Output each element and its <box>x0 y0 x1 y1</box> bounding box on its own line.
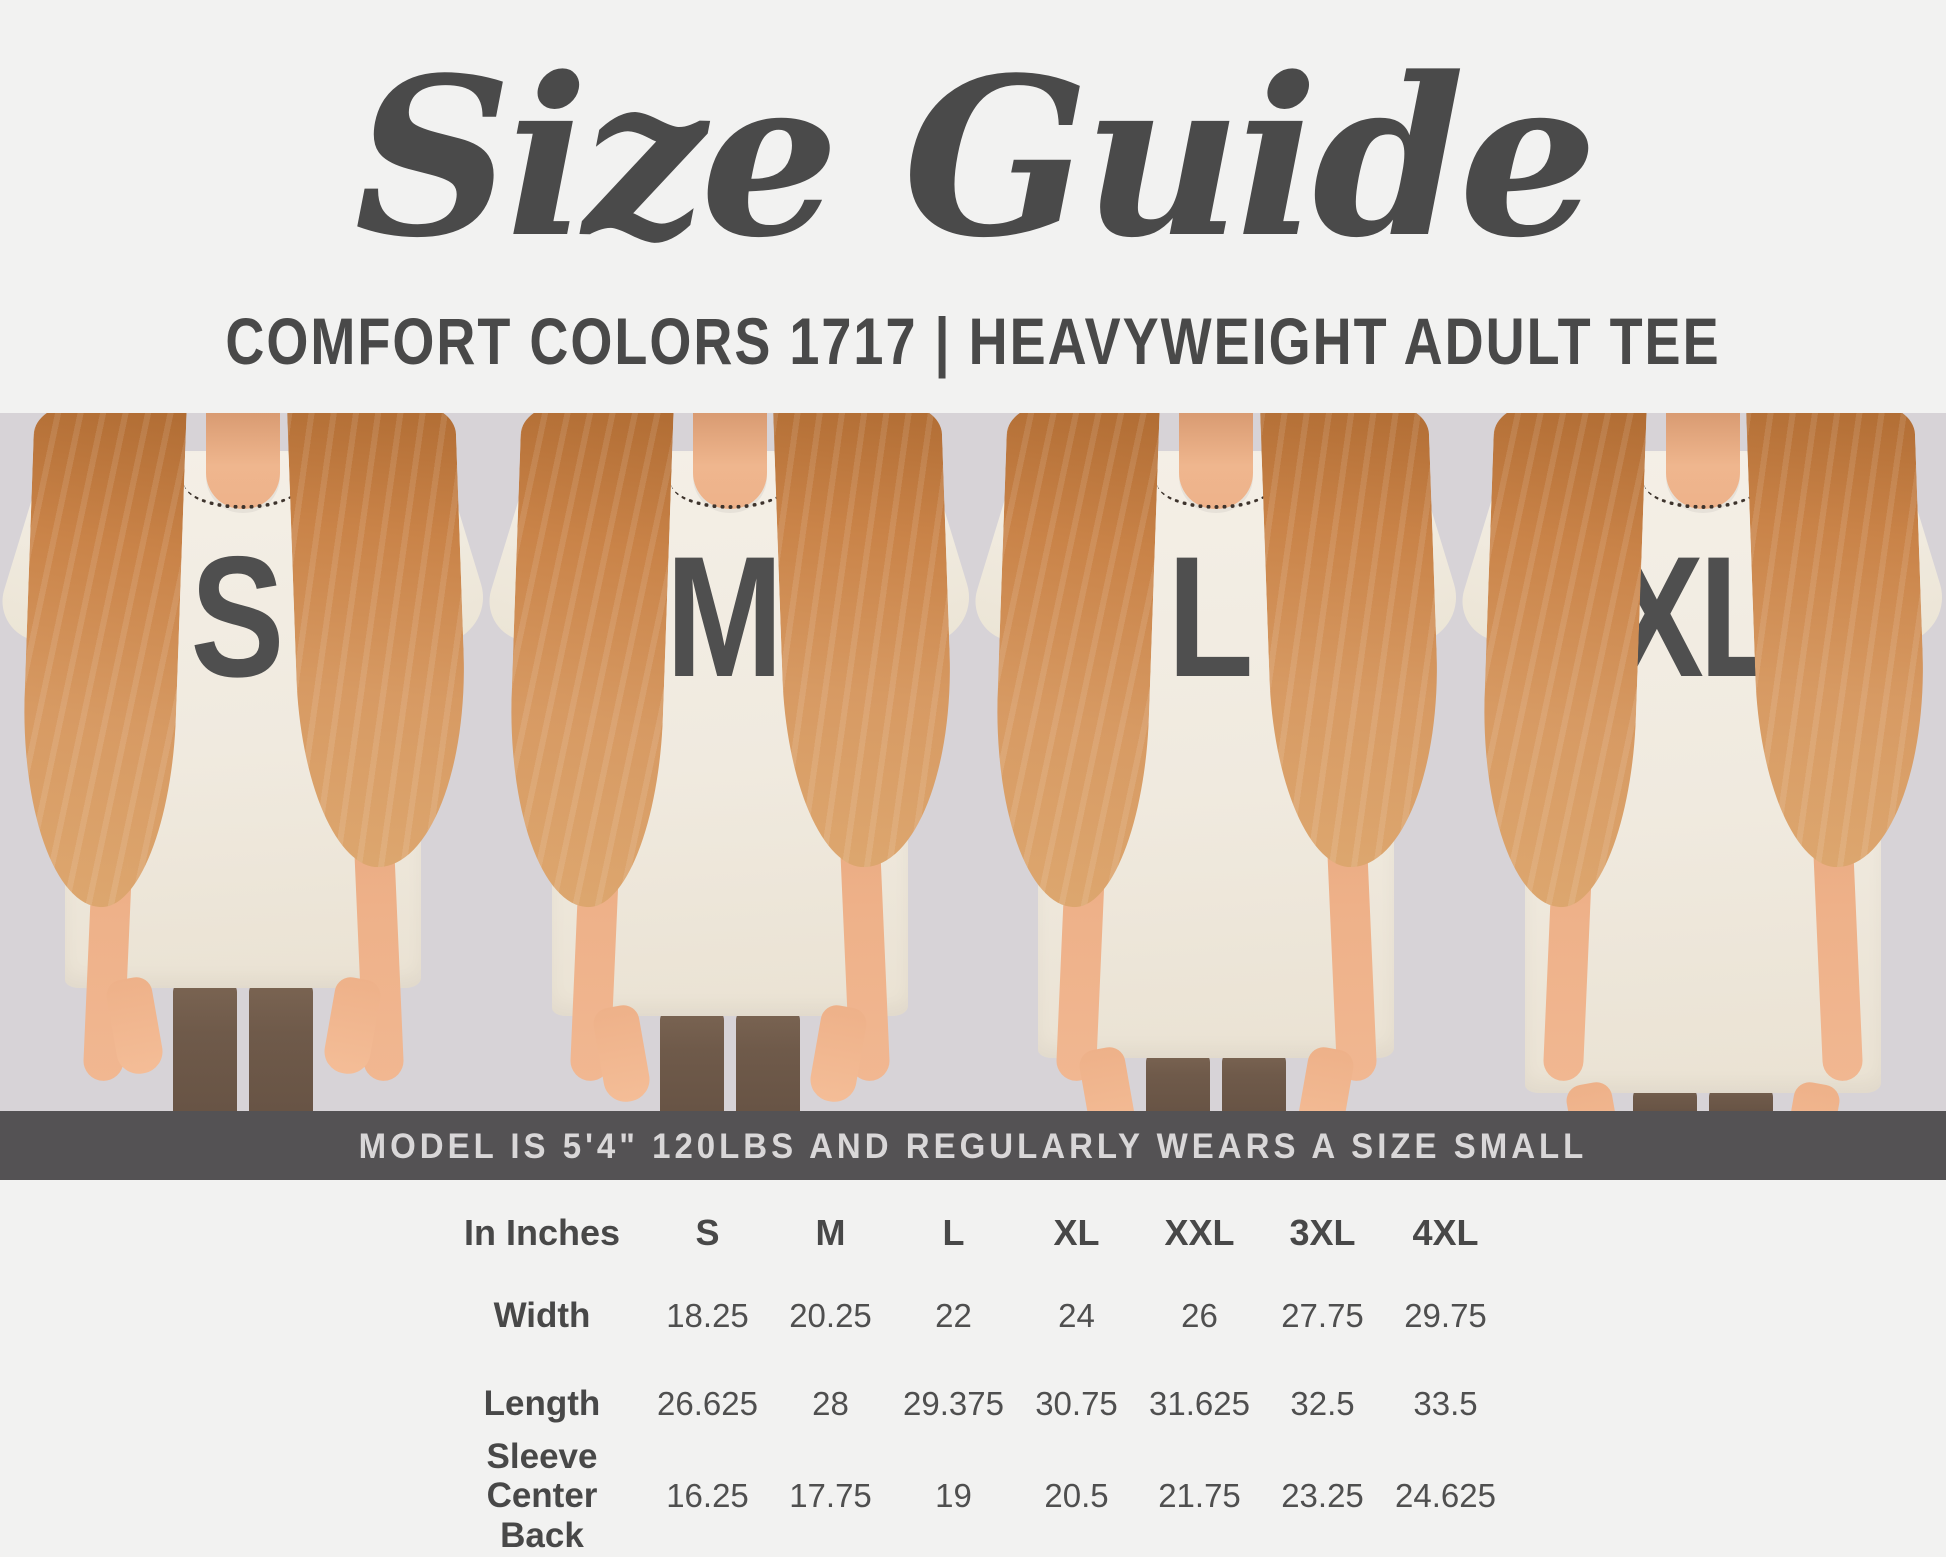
model-leg-right <box>735 1010 800 1111</box>
size-table: In Inches S M L XL XXL 3XL 4XL Width 18.… <box>438 1194 1946 1555</box>
table-cell: 18.25 <box>666 1297 749 1334</box>
size-table-col-header-s: S <box>695 1212 720 1253</box>
size-table-col-header-4xl: 4XL <box>1412 1212 1479 1253</box>
table-cell: 24 <box>1058 1297 1095 1334</box>
table-cell: 21.75 <box>1158 1477 1241 1514</box>
model-leg-left <box>173 982 238 1111</box>
model-info-banner: MODEL IS 5'4" 120LBS AND REGULARLY WEARS… <box>0 1111 1946 1180</box>
size-table-row-label-sleeve: Sleeve Center Back <box>486 1437 598 1555</box>
table-cell: 29.375 <box>903 1385 1004 1422</box>
size-letter: L <box>1167 521 1254 713</box>
table-cell: 24.625 <box>1395 1477 1496 1514</box>
size-table-col-header-xxl: XXL <box>1164 1212 1235 1253</box>
table-cell: 26 <box>1181 1297 1218 1334</box>
table-cell: 29.75 <box>1404 1297 1487 1334</box>
size-table-col-header-l: L <box>942 1212 965 1253</box>
table-cell: 32.5 <box>1290 1385 1355 1422</box>
model-photo-strip: S M <box>0 413 1946 1111</box>
size-table-unit-header: In Inches <box>463 1212 621 1253</box>
size-table-row-label-length: Length <box>483 1384 601 1424</box>
table-cell: 17.75 <box>789 1477 872 1514</box>
necklace <box>670 457 789 509</box>
table-cell: 30.75 <box>1035 1385 1118 1422</box>
header: Size Guide COMFORT COLORS 1717 | HEAVYWE… <box>0 0 1946 413</box>
model-photo-panel-m: M <box>486 413 973 1111</box>
page-title: Size Guide <box>354 30 1597 286</box>
size-table-section: In Inches S M L XL XXL 3XL 4XL Width 18.… <box>0 1180 1946 1557</box>
size-letter: M <box>665 521 782 713</box>
model-photo-panel-xl: XL <box>1459 413 1946 1111</box>
model-hand-right <box>807 1002 869 1106</box>
model-leg-left <box>659 1010 724 1111</box>
necklace <box>184 457 303 509</box>
product-subtitle: COMFORT COLORS 1717 | HEAVYWEIGHT ADULT … <box>225 305 1721 379</box>
table-cell: 19 <box>935 1477 972 1514</box>
size-letter: S <box>190 521 285 713</box>
necklace <box>1643 457 1762 509</box>
model-info-text: MODEL IS 5'4" 120LBS AND REGULARLY WEARS… <box>358 1124 1588 1165</box>
table-cell: 20.25 <box>789 1297 872 1334</box>
table-cell: 33.5 <box>1413 1385 1478 1422</box>
table-cell: 28 <box>812 1385 849 1422</box>
subtitle-wrap: COMFORT COLORS 1717 | HEAVYWEIGHT ADULT … <box>0 298 1946 378</box>
table-cell: 16.25 <box>666 1477 749 1514</box>
size-table-col-header-xl: XL <box>1053 1212 1100 1253</box>
model-photo-panel-l: L <box>973 413 1460 1111</box>
table-cell: 22 <box>935 1297 972 1334</box>
model-leg-right <box>249 982 314 1111</box>
size-table-col-header-m: M <box>815 1212 846 1253</box>
table-cell: 20.5 <box>1044 1477 1109 1514</box>
model-photo-panel-s: S <box>0 413 487 1111</box>
model-leg-right <box>1222 1052 1287 1111</box>
table-cell: 23.25 <box>1281 1477 1364 1514</box>
necklace <box>1157 457 1276 509</box>
table-cell: 31.625 <box>1149 1385 1250 1422</box>
model-hand-left <box>590 1002 653 1106</box>
size-table-row-label-width: Width <box>493 1296 591 1336</box>
model-leg-left <box>1146 1052 1211 1111</box>
table-cell: 27.75 <box>1281 1297 1364 1334</box>
size-table-col-header-3xl: 3XL <box>1289 1212 1356 1253</box>
table-cell: 26.625 <box>657 1385 758 1422</box>
